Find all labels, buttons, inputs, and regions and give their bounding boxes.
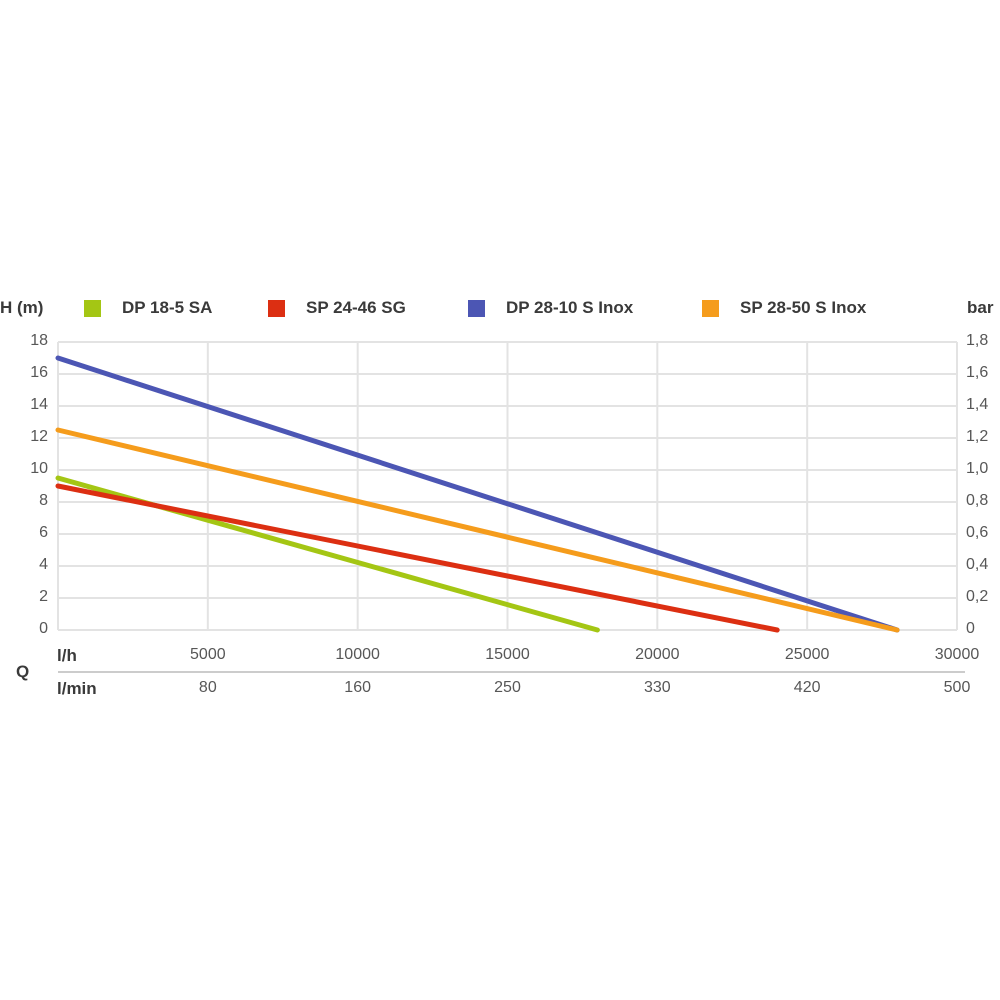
y-right-tick-label: 0,4 (966, 556, 989, 573)
legend-item-sp28-50sinox: SP 28-50 S Inox (702, 296, 866, 320)
y-left-tick-label: 2 (39, 588, 48, 605)
legend-item-dp18-5sa: DP 18-5 SA (84, 296, 212, 320)
y-right-tick-label: 0,2 (966, 588, 989, 605)
legend-label: DP 28-10 S Inox (506, 298, 634, 317)
y-right-tick-label: 0,6 (966, 524, 989, 541)
curves-svg (55, 341, 958, 633)
y-left-tick-label: 14 (30, 396, 48, 413)
y-left-tick-label: 0 (39, 620, 48, 637)
legend-swatch-blue (468, 299, 485, 317)
legend-swatch-red (268, 299, 285, 317)
y-right-tick-label: 1,4 (966, 396, 989, 413)
legend: H (m) DP 18-5 SA SP 24-46 SG DP 28-10 S … (0, 296, 1000, 322)
x-lh-tick-label: 15000 (485, 646, 530, 663)
y-left-tick-label: 16 (30, 364, 48, 381)
legend-label: SP 24-46 SG (306, 298, 406, 317)
y-right-tick-label: 1,8 (966, 332, 989, 349)
y-left-tick-label: 4 (39, 556, 48, 573)
legend-item-dp28-10sinox: DP 28-10 S Inox (468, 296, 633, 320)
legend-label: DP 18-5 SA (122, 298, 213, 317)
curve-dp-28-10-s-inox (55, 355, 900, 633)
legend-swatch-orange (702, 299, 719, 317)
x-unit-lmin-label: l/min (57, 679, 97, 698)
x-lh-tick-label: 20000 (635, 646, 680, 663)
legend-item-sp24-46sg: SP 24-46 SG (268, 296, 406, 320)
axis-row-separator (58, 671, 965, 673)
x-lmin-tick-label: 160 (344, 679, 371, 696)
curve-sp-24-46-sg (55, 483, 780, 633)
x-lh-tick-label: 10000 (335, 646, 380, 663)
legend-label: SP 28-50 S Inox (740, 298, 867, 317)
x-lh-tick-label: 30000 (934, 646, 980, 663)
x-lmin-tick-label: 420 (793, 679, 821, 696)
y-right-tick-label: 0,8 (966, 492, 989, 509)
x-lmin-tick-label: 80 (198, 679, 217, 696)
x-axis-q-label: Q (16, 662, 30, 681)
x-lh-tick-label: 5000 (190, 646, 226, 663)
y-left-tick-label: 12 (30, 428, 48, 445)
legend-swatch-green (84, 299, 101, 317)
y-left-axis-title: H (m) (0, 298, 44, 317)
y-right-axis-title: bar (967, 298, 994, 317)
x-lmin-tick-label: 250 (494, 679, 521, 696)
x-unit-lh-label: l/h (57, 646, 77, 665)
y-right-tick-label: 0 (966, 620, 975, 637)
y-left-tick-label: 18 (30, 332, 48, 349)
x-lh-tick-label: 25000 (784, 646, 830, 663)
curve-sp-28-50-s-inox (55, 427, 900, 633)
y-right-tick-label: 1,2 (966, 428, 989, 445)
y-right-tick-label: 1,0 (966, 460, 989, 477)
x-lmin-tick-label: 330 (643, 679, 671, 696)
y-left-tick-label: 6 (39, 524, 48, 541)
y-left-tick-label: 8 (39, 492, 48, 509)
y-right-tick-label: 1,6 (966, 364, 989, 381)
x-lmin-tick-label: 500 (943, 679, 971, 696)
y-left-tick-label: 10 (30, 460, 48, 477)
plot-area (55, 341, 958, 633)
